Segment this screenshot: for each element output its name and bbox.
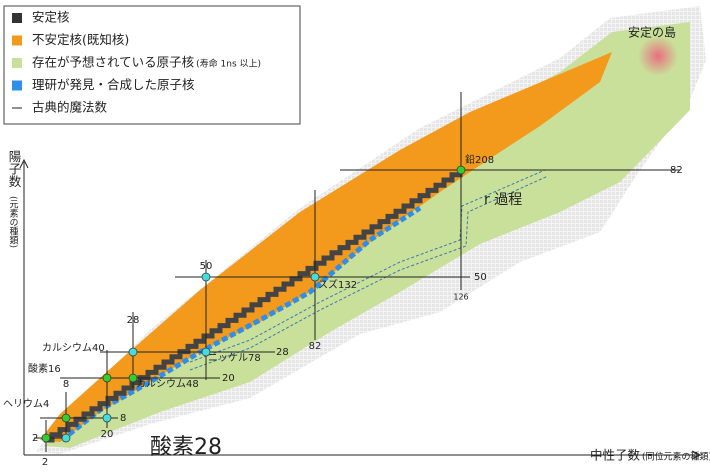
- known-region: [40, 52, 612, 442]
- x-axis-label: 中性子数: [590, 448, 641, 463]
- annotation: カルシウム48: [136, 378, 199, 390]
- axes: [19, 158, 702, 460]
- magic-lines: [34, 92, 680, 452]
- r-process-path: [189, 169, 546, 363]
- nucleus-marker: [456, 165, 466, 175]
- magic-number-label: 82: [670, 165, 683, 176]
- annotation: 鉛208: [465, 153, 494, 166]
- nucleus-marker: [128, 347, 138, 357]
- magic-number-label: 20: [222, 373, 235, 384]
- annotation: ヘリウム4: [3, 398, 49, 410]
- magic-number-label: 126: [453, 293, 468, 302]
- annotation: ニッケル78: [208, 352, 261, 364]
- markers: [41, 165, 466, 443]
- annotation: r 過程: [484, 192, 522, 208]
- magic-number-label: 50: [200, 261, 213, 272]
- legend-box: [3, 5, 301, 125]
- legend-swatch: [12, 58, 22, 68]
- legend-label: 不安定核(既知核): [32, 32, 129, 47]
- y-axis-label: 陽子数: [7, 150, 22, 188]
- nucleus-marker: [61, 433, 71, 443]
- annotation: スズ132: [318, 278, 357, 291]
- legend-swatch: [12, 13, 22, 23]
- legend-swatch: [12, 80, 22, 91]
- nucleus-marker: [102, 413, 112, 423]
- y-axis-note: (元素の種類): [8, 196, 19, 248]
- labels: 安定の島 r 過程 鉛208 スズ132 ニッケル78 カルシウム48 カルシウム40 酸素1…: [3, 25, 710, 469]
- nucleus-marker: [201, 347, 211, 357]
- r-process-path: [189, 175, 549, 371]
- magic-number-label: 28: [127, 315, 140, 326]
- magic-number-label: 28: [276, 347, 289, 358]
- annotation: 安定の島: [628, 25, 676, 40]
- magic-number-label: 50: [474, 272, 487, 283]
- stable-line: [44, 169, 463, 443]
- magic-number-label: 2: [32, 433, 38, 444]
- nucleus-marker: [310, 272, 320, 282]
- nucleus-marker: [201, 272, 211, 282]
- nucleus-marker: [102, 373, 112, 383]
- magic-number-label: 20: [101, 429, 114, 440]
- x-axis-note: (同位元素の種類): [642, 451, 710, 463]
- legend-label: 安定核: [32, 10, 70, 25]
- annotation: カルシウム40: [42, 342, 105, 354]
- nucleus-marker: [41, 433, 51, 443]
- legend-label: 理研が発見・合成した原子核: [32, 77, 195, 92]
- magic-number-label: 2: [42, 457, 48, 468]
- annotation: 酸素16: [28, 362, 61, 375]
- legend-label: 存在が予想されている原子核: [32, 55, 195, 70]
- magic-number-label: 82: [309, 341, 322, 352]
- legend-note: (寿命 1ns 以上): [196, 58, 261, 70]
- island-of-stability: [638, 36, 678, 76]
- legend-swatch: [12, 35, 22, 46]
- magic-number-label: 8: [63, 379, 69, 390]
- nucleus-marker: [61, 413, 71, 423]
- nucleus-marker: [128, 373, 138, 383]
- magic-number-label: 8: [120, 413, 126, 424]
- annotation: 酸素28: [150, 435, 222, 460]
- legend-label: 古典的魔法数: [32, 100, 108, 115]
